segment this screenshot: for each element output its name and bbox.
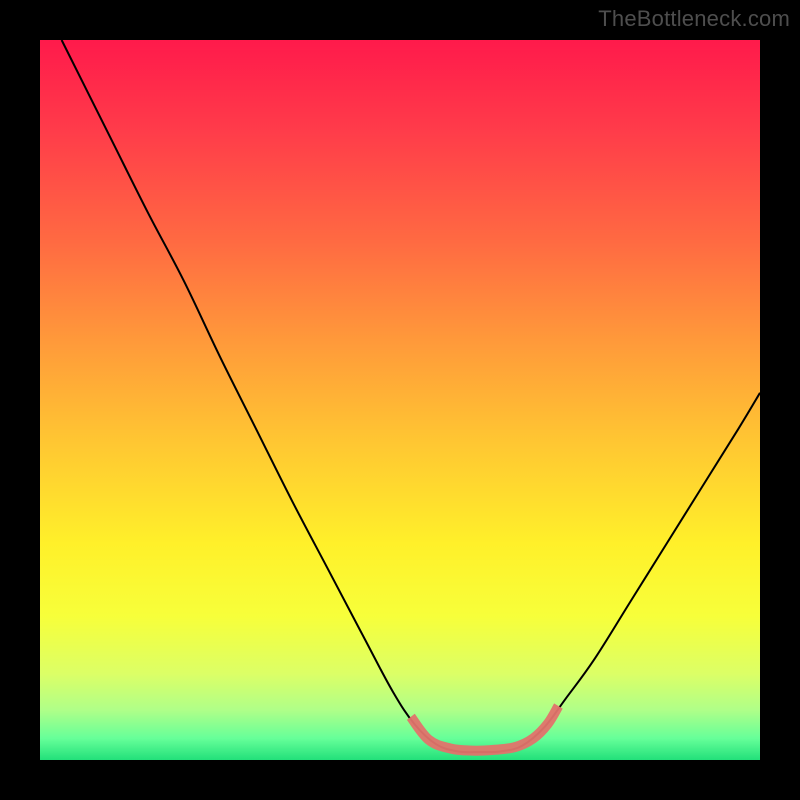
- bottleneck-chart: [40, 40, 760, 760]
- attribution-text: TheBottleneck.com: [598, 6, 790, 32]
- chart-background: [40, 40, 760, 760]
